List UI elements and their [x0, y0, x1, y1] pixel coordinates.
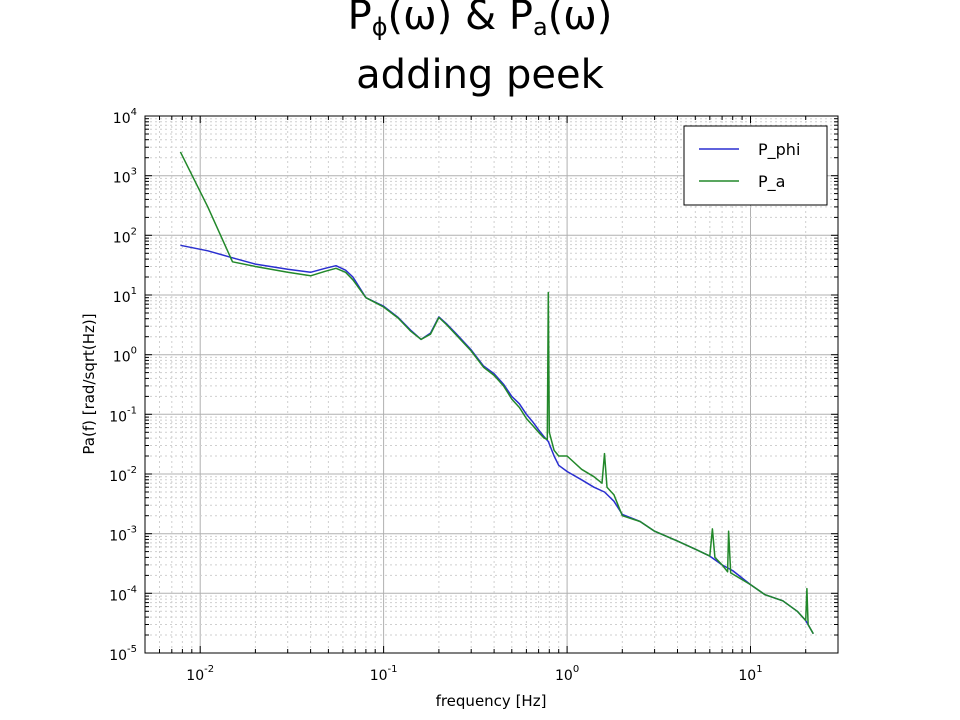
plot-frame	[144, 115, 839, 654]
y-tick-label: 10-1	[109, 405, 137, 425]
y-tick-label: 104	[113, 107, 137, 127]
y-axis-label: Pa(f) [rad/sqrt(Hz)]	[80, 313, 98, 454]
x-tick-label: 10-2	[186, 664, 214, 684]
series-line-p-a	[179, 151, 814, 635]
y-tick-label: 102	[113, 226, 137, 246]
y-tick-label: 10-5	[109, 644, 137, 664]
x-tick-labels: 10-2 10-1 100 101	[186, 664, 762, 684]
y-tick-label: 10-3	[109, 525, 137, 545]
legend-label-p-phi: P_phi	[758, 140, 800, 160]
y-tick-label: 101	[113, 286, 137, 306]
x-tick-label: 10-1	[370, 664, 398, 684]
y-tick-label: 10-4	[109, 584, 137, 604]
title-part-end: (ω)	[547, 0, 613, 39]
x-axis-label: frequency [Hz]	[436, 692, 547, 710]
y-tick-labels: 10-5 10-4 10-3 10-2 10-1 100 101 102 103 104	[109, 107, 137, 664]
grid-layer	[144, 115, 839, 654]
title-subscript-a: a	[532, 13, 548, 41]
legend: P_phi P_a	[683, 125, 828, 206]
legend-label-p-a: P_a	[758, 172, 785, 192]
x-tick-label: 101	[738, 664, 762, 684]
y-tick-label: 103	[113, 167, 137, 187]
slide-title-line-2: adding peek	[356, 52, 604, 98]
slide-title-line-1: Pϕ(ω) & Pa(ω)	[0, 0, 960, 51]
title-part-p: P	[347, 0, 372, 39]
slide-title: Pϕ(ω) & Pa(ω) adding peek	[0, 0, 960, 99]
title-part-middle: (ω) & P	[387, 0, 533, 39]
legend-box	[683, 125, 828, 206]
y-tick-label: 10-2	[109, 465, 137, 485]
title-subscript-phi: ϕ	[371, 13, 388, 41]
series-layer	[179, 151, 814, 635]
x-tick-label: 100	[555, 664, 579, 684]
tick-layer	[144, 115, 839, 654]
y-tick-label: 100	[113, 346, 137, 366]
